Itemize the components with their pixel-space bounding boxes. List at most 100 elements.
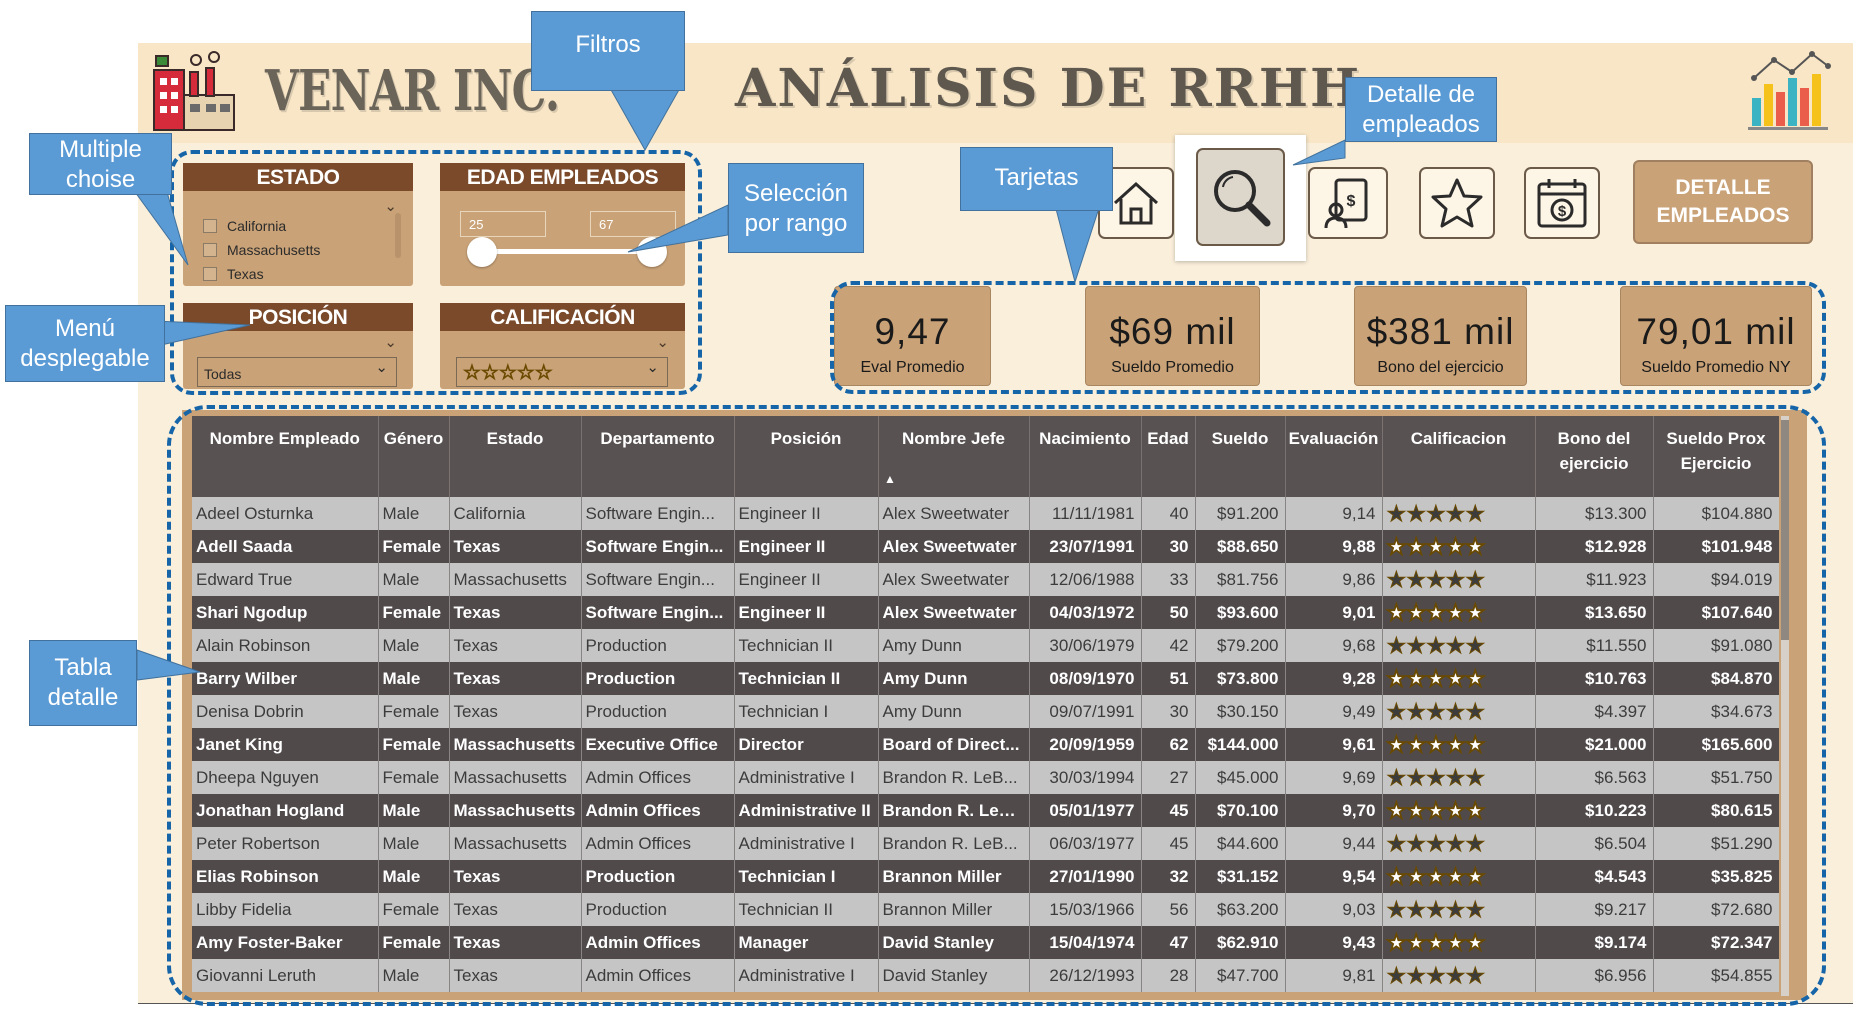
calificacion-dropdown[interactable]: ☆☆☆☆☆ ⌄ <box>456 357 668 387</box>
checkbox-icon[interactable] <box>203 219 217 233</box>
table-cell: Engineer II <box>734 596 879 629</box>
report-button[interactable]: $ <box>1308 167 1388 239</box>
column-header[interactable]: Posición <box>734 416 879 497</box>
tabla-outline <box>167 405 1826 1006</box>
column-header[interactable]: Estado <box>449 416 582 497</box>
table-row[interactable]: Adeel Osturnka Male California Software Eng… <box>192 497 1779 530</box>
table-cell: $51.290 <box>1653 827 1779 860</box>
table-cell: 9,03 <box>1285 893 1383 926</box>
slicer-estado[interactable]: ESTADO ⌄ California Massachusetts Texas <box>183 163 413 286</box>
table-cell: 08/09/1970 <box>1029 662 1142 695</box>
chevron-down-icon[interactable]: ⌄ <box>384 198 397 215</box>
table-cell: Brandon R. LeB... <box>878 794 1030 827</box>
column-header[interactable]: Nombre Empleado <box>192 416 379 497</box>
slicer-calificacion[interactable]: CALIFICACIÓN ⌄ ☆☆☆☆☆ ⌄ <box>440 303 685 389</box>
table-cell: 15/03/1966 <box>1029 893 1142 926</box>
column-header[interactable]: Sueldo <box>1195 416 1286 497</box>
table-row[interactable]: Elias Robinson Male Texas Production Technic… <box>192 860 1779 893</box>
table-cell: $107.640 <box>1653 596 1779 629</box>
range-slider-track[interactable] <box>482 249 652 254</box>
star-rating: ★★★★★ <box>1382 530 1536 563</box>
range-slider-min-handle[interactable] <box>467 237 497 267</box>
table-row[interactable]: Amy Foster-Baker Female Texas Admin Offices… <box>192 926 1779 959</box>
checkbox-icon[interactable] <box>203 243 217 257</box>
checkbox-option[interactable]: Texas <box>203 266 264 284</box>
salary-calendar-icon: $ <box>1537 179 1587 228</box>
checkbox-icon[interactable] <box>203 267 217 281</box>
column-header[interactable]: Bono del ejercicio <box>1535 416 1654 497</box>
slicer-edad[interactable]: EDAD EMPLEADOS 25 67 <box>440 163 685 286</box>
table-cell: 9,01 <box>1285 596 1383 629</box>
table-row[interactable]: Giovanni Leruth Male Texas Admin Offices Adm… <box>192 959 1779 992</box>
checkbox-option[interactable]: California <box>203 218 286 234</box>
table-cell: 15/04/1974 <box>1029 926 1142 959</box>
sort-ascending-icon[interactable]: ▲ <box>884 472 896 486</box>
table-cell: Shari Ngodup <box>192 596 379 629</box>
kpi-card: $381 mil Bono del ejercicio <box>1354 286 1527 386</box>
column-header[interactable]: Calificacion <box>1382 416 1536 497</box>
column-header[interactable]: Nacimiento <box>1029 416 1142 497</box>
table-cell: 04/03/1972 <box>1029 596 1142 629</box>
table-row[interactable]: Alain Robinson Male Texas Production Technic… <box>192 629 1779 662</box>
table-cell: $165.600 <box>1653 728 1779 761</box>
table-row[interactable]: Jonathan Hogland Male Massachusetts Admin O… <box>192 794 1779 827</box>
table-row[interactable]: Libby Fidelia Female Texas Production Techni… <box>192 893 1779 926</box>
table-cell: Amy Dunn <box>878 629 1030 662</box>
table-row[interactable]: Denisa Dobrin Female Texas Production Techni… <box>192 695 1779 728</box>
table-cell: Male <box>378 827 450 860</box>
table-cell: Brandon R. LeB... <box>878 761 1030 794</box>
svg-text:$: $ <box>1558 203 1567 220</box>
chevron-down-icon: ⌄ <box>375 359 388 376</box>
favorites-button[interactable] <box>1419 167 1495 239</box>
chevron-down-icon[interactable]: ⌄ <box>656 334 669 351</box>
slicer-scrollbar[interactable] <box>395 213 401 258</box>
column-header[interactable]: Departamento <box>581 416 735 497</box>
table-cell: Software Engin... <box>581 497 735 530</box>
table-cell: 9,28 <box>1285 662 1383 695</box>
table-row[interactable]: Dheepa Nguyen Female Massachusetts Admin Of… <box>192 761 1779 794</box>
column-header[interactable]: Edad <box>1141 416 1196 497</box>
table-cell: 9,54 <box>1285 860 1383 893</box>
table-cell: 42 <box>1141 629 1196 662</box>
range-min-input[interactable]: 25 <box>460 211 546 237</box>
search-button[interactable] <box>1196 148 1285 246</box>
chevron-down-icon[interactable]: ⌄ <box>384 334 397 351</box>
column-header[interactable]: Género <box>378 416 450 497</box>
star-icon <box>1431 178 1483 228</box>
table-cell: David Stanley <box>878 959 1030 992</box>
column-header[interactable]: Sueldo Prox Ejercicio <box>1653 416 1779 497</box>
table-row[interactable]: Adell Saada Female Texas Software Engin... E… <box>192 530 1779 563</box>
table-header-row: Nombre Empleado Género Estado Departamento P… <box>192 416 1779 497</box>
table-row[interactable]: Edward True Male Massachusetts Software Eng… <box>192 563 1779 596</box>
table-cell: $11.923 <box>1535 563 1654 596</box>
table-cell: 27 <box>1141 761 1196 794</box>
table-cell: $88.650 <box>1195 530 1286 563</box>
table-scrollbar[interactable] <box>1781 416 1789 996</box>
table-cell: $51.750 <box>1653 761 1779 794</box>
table-cell: Administrative I <box>734 827 879 860</box>
table-cell: 50 <box>1141 596 1196 629</box>
table-cell: Male <box>378 959 450 992</box>
table-cell: Barry Wilber <box>192 662 379 695</box>
table-row[interactable]: Janet King Female Massachusetts Executive O… <box>192 728 1779 761</box>
table-cell: Board of Direct... <box>878 728 1030 761</box>
table-row[interactable]: Shari Ngodup Female Texas Software Engin...… <box>192 596 1779 629</box>
range-max-input[interactable]: 67 <box>590 211 676 237</box>
table-cell: Amy Dunn <box>878 662 1030 695</box>
table-row[interactable]: Peter Robertson Male Massachusetts Admin Of… <box>192 827 1779 860</box>
detail-table[interactable]: Nombre Empleado Género Estado Departamento P… <box>192 416 1779 996</box>
checkbox-option[interactable]: Massachusetts <box>203 242 320 258</box>
table-cell: 9,70 <box>1285 794 1383 827</box>
column-header[interactable]: Nombre Jefe <box>878 416 1030 497</box>
column-header[interactable]: Evaluación <box>1285 416 1383 497</box>
table-cell: Texas <box>449 629 582 662</box>
posicion-dropdown[interactable]: Todas ⌄ <box>197 357 397 387</box>
callout-tarjetas: Tarjetas <box>960 147 1113 211</box>
detalle-empleados-button[interactable]: DETALLE EMPLEADOS <box>1633 160 1813 244</box>
table-cell: Dheepa Nguyen <box>192 761 379 794</box>
salary-calendar-button[interactable]: $ <box>1524 167 1600 239</box>
table-cell: Female <box>378 926 450 959</box>
table-scrollbar-thumb[interactable] <box>1781 420 1789 640</box>
table-row[interactable]: Barry Wilber Male Texas Production Technicia… <box>192 662 1779 695</box>
